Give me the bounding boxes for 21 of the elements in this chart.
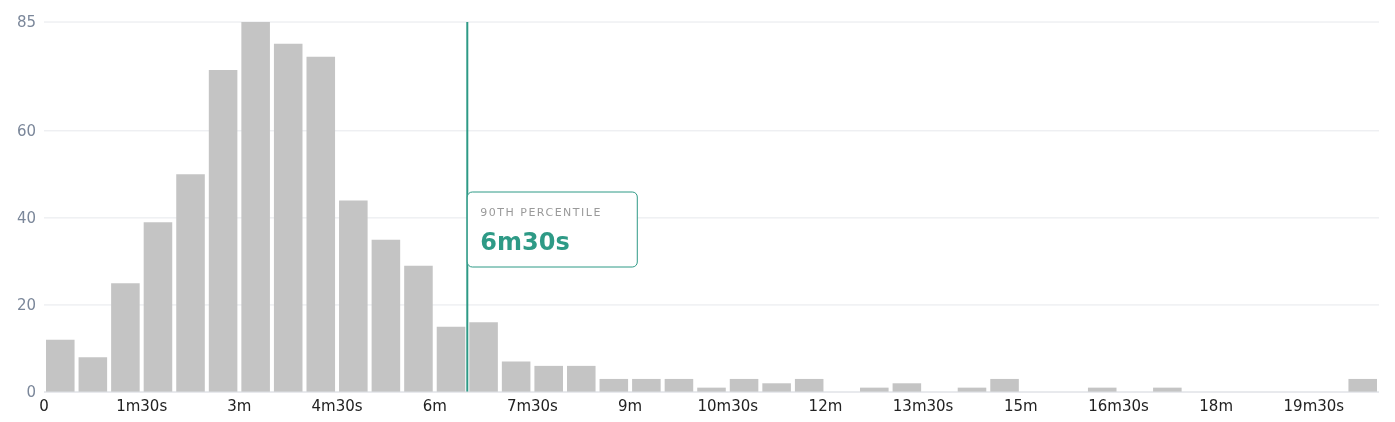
y-tick-label: 60 [16,122,36,141]
x-tick-label: 19m30s [1283,396,1345,415]
x-tick-label: 6m [422,396,447,415]
y-tick-label: 20 [16,296,36,315]
x-tick-label: 3m [227,396,252,415]
x-tick-label: 9m [618,396,643,415]
x-tick-label: 13m30s [892,396,954,415]
ref-line-label: 6m30s [480,228,570,256]
x-tick-label: 7m30s [506,396,559,415]
x-tick-label: 10m30s [697,396,759,415]
annotation: 90TH PERCENTILE [480,206,602,219]
y-tick-label: 40 [16,209,36,228]
x-tick-label: 1m30s [116,396,168,415]
x-tick-label: 18m [1199,396,1234,415]
y-tick-label: 0 [26,383,36,402]
x-tick-label: 12m [808,396,843,415]
x-tick-label: 15m [1003,396,1038,415]
x-tick-label: 0 [39,396,49,415]
x-tick-label: 4m30s [311,396,363,415]
y-tick-label: 85 [16,13,36,32]
x-tick-label: 16m30s [1088,396,1149,415]
